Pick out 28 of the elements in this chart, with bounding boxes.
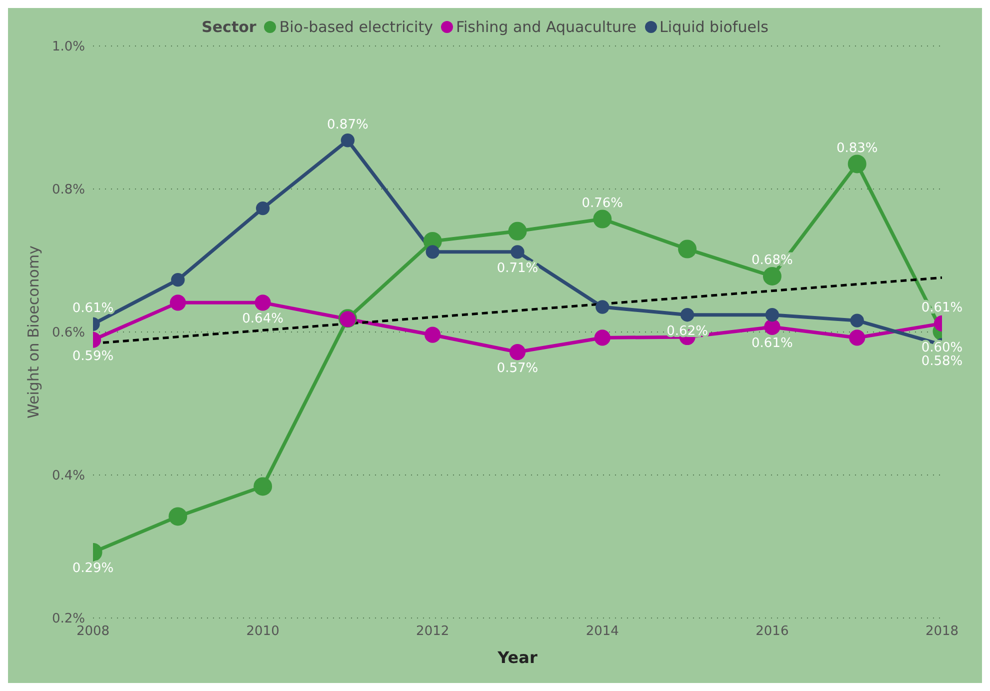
legend-label: Bio-based electricity — [279, 18, 433, 36]
x-tick-label: 2008 — [76, 624, 110, 640]
y-tick-label: 0.4% — [52, 468, 85, 484]
data-label: 0.83% — [836, 140, 878, 156]
legend-title: Sector — [202, 18, 256, 36]
data-label: 0.61% — [752, 336, 793, 351]
data-label: 0.59% — [72, 348, 114, 364]
data-label: 0.61% — [72, 301, 114, 316]
legend-label: Liquid biofuels — [660, 18, 768, 36]
y-axis-title: Weight on Bioeconomy — [24, 245, 42, 418]
x-axis-title: Year — [496, 648, 538, 667]
x-tick-label: 2010 — [246, 624, 280, 640]
data-label: 0.87% — [327, 117, 368, 132]
x-tick-label: 2014 — [586, 624, 619, 640]
x-tick-label: 2016 — [756, 624, 789, 640]
data-label: 0.29% — [72, 561, 114, 576]
data-label: 0.58% — [921, 354, 963, 369]
x-tick-label: 2018 — [925, 624, 959, 640]
data-label: 0.64% — [242, 312, 284, 327]
legend-label: Fishing and Aquaculture — [456, 18, 637, 36]
x-tick-label: 2012 — [416, 624, 450, 640]
y-tick-label: 0.6% — [52, 326, 85, 341]
y-tick-label: 0.2% — [52, 612, 85, 627]
data-label: 0.57% — [496, 361, 538, 376]
data-label: 0.71% — [496, 260, 538, 276]
data-label: 0.76% — [582, 196, 624, 212]
y-tick-label: 0.8% — [52, 182, 85, 198]
y-tick-label: 1.0% — [52, 40, 85, 55]
